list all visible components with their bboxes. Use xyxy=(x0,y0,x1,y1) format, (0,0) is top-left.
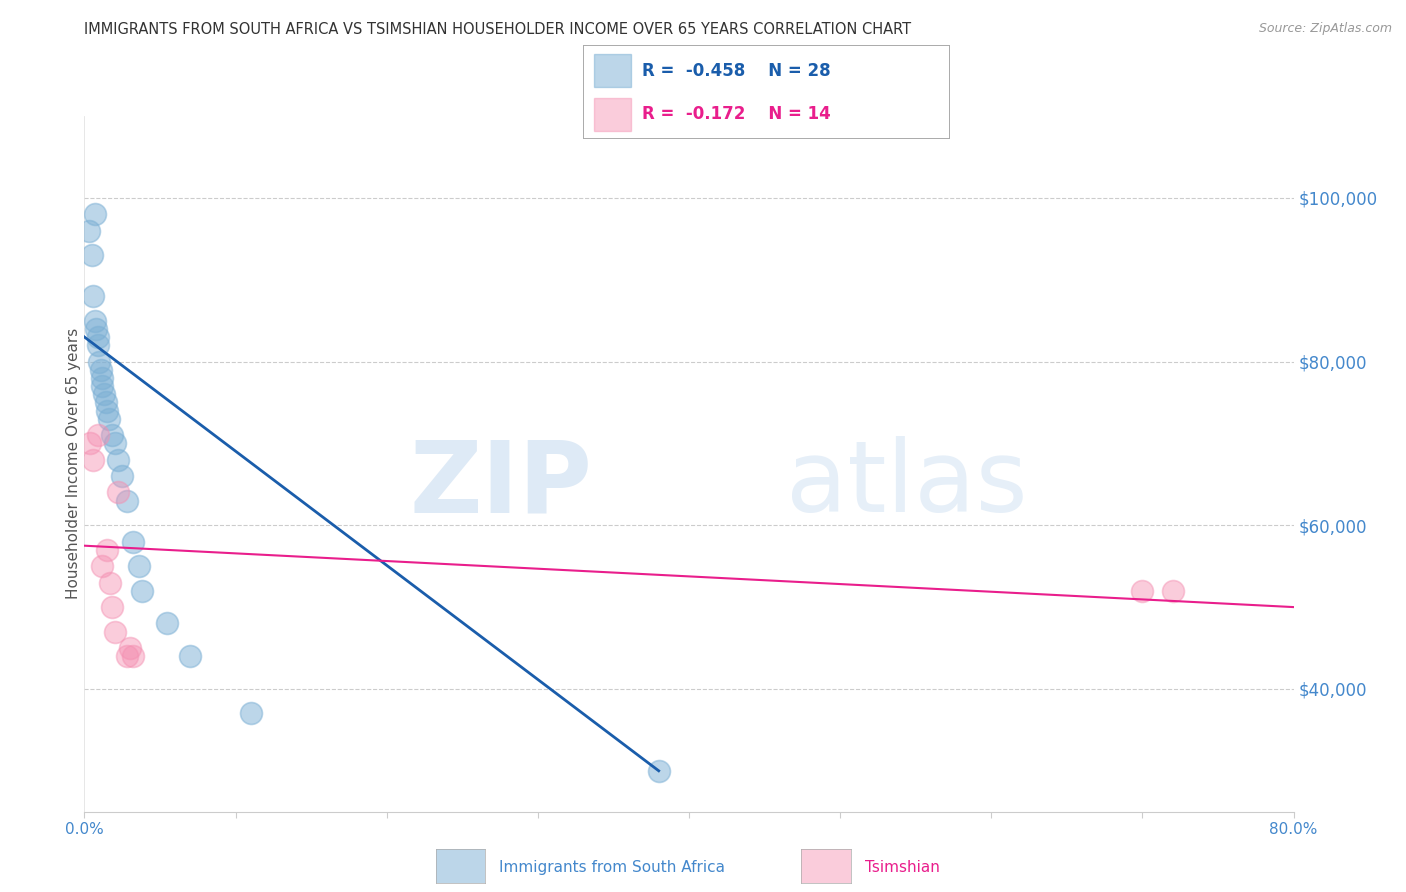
Point xyxy=(82,452,104,467)
Point xyxy=(79,436,101,450)
Point xyxy=(82,289,104,303)
Y-axis label: Householder Income Over 65 years: Householder Income Over 65 years xyxy=(66,328,80,599)
Point xyxy=(87,428,110,442)
Point xyxy=(107,452,129,467)
Point xyxy=(179,649,201,664)
Point xyxy=(91,379,114,393)
Point xyxy=(128,559,150,574)
Point xyxy=(94,395,117,409)
Point xyxy=(98,575,121,590)
Text: atlas: atlas xyxy=(786,436,1028,533)
Point xyxy=(131,583,153,598)
Point xyxy=(100,600,122,615)
Point xyxy=(107,485,129,500)
Point xyxy=(115,649,138,664)
Point xyxy=(86,322,108,336)
Text: ZIP: ZIP xyxy=(409,436,592,533)
Point xyxy=(239,706,262,721)
Point xyxy=(115,493,138,508)
Point xyxy=(96,542,118,557)
Point xyxy=(87,330,110,344)
Text: Immigrants from South Africa: Immigrants from South Africa xyxy=(499,860,725,874)
FancyBboxPatch shape xyxy=(595,98,631,131)
Point xyxy=(104,436,127,450)
Point xyxy=(97,412,120,426)
Point xyxy=(91,559,114,574)
Point xyxy=(1161,583,1184,598)
Text: IMMIGRANTS FROM SOUTH AFRICA VS TSIMSHIAN HOUSEHOLDER INCOME OVER 65 YEARS CORRE: IMMIGRANTS FROM SOUTH AFRICA VS TSIMSHIA… xyxy=(84,22,911,37)
Point xyxy=(121,534,143,549)
Point xyxy=(84,313,107,327)
Point xyxy=(118,640,141,655)
Text: Tsimshian: Tsimshian xyxy=(865,860,939,874)
Point xyxy=(90,362,112,376)
Point xyxy=(648,764,671,778)
Point xyxy=(87,338,110,352)
Point xyxy=(80,248,103,262)
Point xyxy=(156,616,179,631)
Point xyxy=(121,649,143,664)
Point xyxy=(111,469,134,483)
Text: R =  -0.172    N = 14: R = -0.172 N = 14 xyxy=(643,105,831,123)
Point xyxy=(77,223,100,237)
Point xyxy=(96,403,118,417)
Point xyxy=(1130,583,1153,598)
Point xyxy=(93,387,115,401)
Text: R =  -0.458    N = 28: R = -0.458 N = 28 xyxy=(643,62,831,79)
Point xyxy=(91,371,114,385)
Point xyxy=(104,624,127,639)
Point xyxy=(84,207,107,221)
Point xyxy=(100,428,122,442)
Point xyxy=(89,354,111,368)
Text: Source: ZipAtlas.com: Source: ZipAtlas.com xyxy=(1258,22,1392,36)
FancyBboxPatch shape xyxy=(595,54,631,87)
